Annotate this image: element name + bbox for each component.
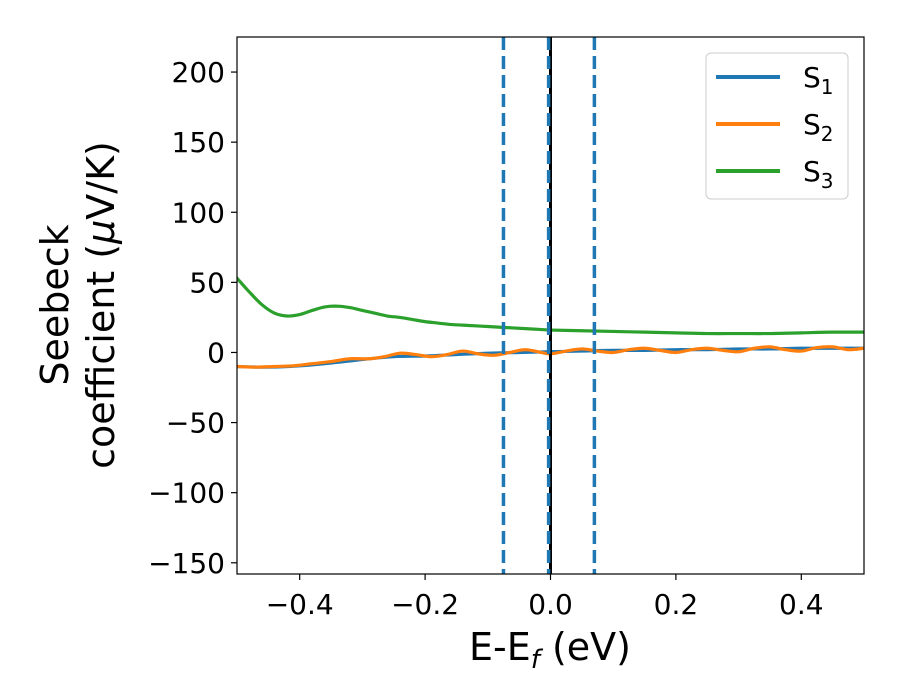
y-tick-label: 100 [172, 196, 225, 229]
vertical-reference-lines [501, 37, 597, 574]
x-tick-label: 0.0 [528, 588, 573, 621]
svg-text:Seebeck: Seebeck [33, 224, 77, 385]
x-axis-label: E-Ef (eV) [469, 625, 631, 675]
x-tick-label: 0.2 [654, 588, 699, 621]
y-tick-label: −50 [166, 407, 225, 440]
legend-label-s3: S3 [803, 155, 834, 193]
x-tick-label: −0.2 [391, 588, 459, 621]
y-axis-ticks: 200 150 100 50 0 −50 −100 −150 [148, 56, 237, 580]
y-tick-label: 0 [207, 336, 225, 369]
y-tick-label: 150 [172, 126, 225, 159]
x-tick-label: 0.4 [779, 588, 824, 621]
legend: S1 S2 S3 [705, 52, 849, 200]
x-tick-label: −0.4 [266, 588, 334, 621]
series-line-s3 [237, 276, 864, 336]
legend-label-s2: S2 [803, 108, 834, 146]
series-line-s2 [237, 345, 864, 369]
y-tick-label: −100 [148, 477, 225, 510]
y-tick-label: 200 [172, 56, 225, 89]
legend-label-s1: S1 [803, 61, 834, 99]
y-axis-label: Seebeck coefficient (μV/K) [33, 141, 123, 469]
svg-text:coefficient (μV/K): coefficient (μV/K) [79, 141, 123, 469]
x-axis-ticks: −0.4 −0.2 0.0 0.2 0.4 [266, 574, 824, 621]
y-tick-label: −150 [148, 547, 225, 580]
y-tick-label: 50 [189, 266, 225, 299]
